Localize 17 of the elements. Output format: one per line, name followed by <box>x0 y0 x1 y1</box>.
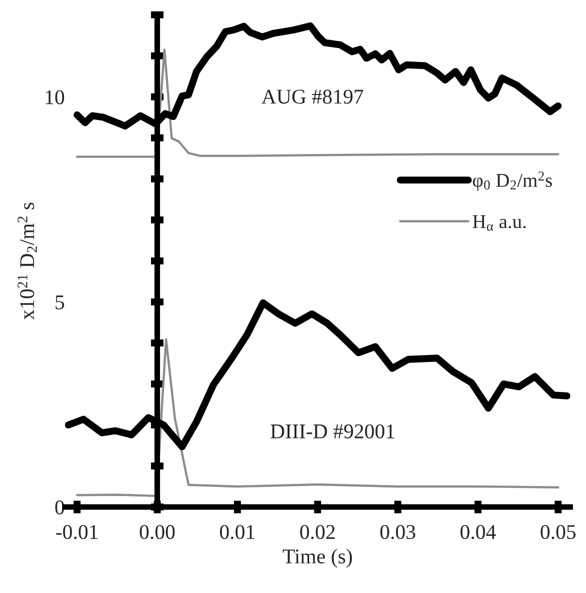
y-axis-title: x10$^{21}$ D$_{2}$/m$^{2}$ s <box>18 202 37 320</box>
legend-label: φ$_{0}$ D$_{2}$/m$^{2}$s <box>472 171 552 191</box>
legend-label: H$_{α}$ a.u. <box>472 215 526 231</box>
line-series <box>76 48 560 158</box>
x-axis-title: Time (s) <box>282 548 352 568</box>
x-tick-label: 0.04 <box>460 524 496 540</box>
annotation: DIII-D #92001 <box>270 424 394 438</box>
x-tick-label: 0.00 <box>140 524 175 540</box>
annotation: AUG #8197 <box>262 90 364 104</box>
x-tick-label: 0.02 <box>300 524 335 540</box>
x-tick-label: 0.05 <box>540 524 576 540</box>
x-tick-label: 0.03 <box>380 524 416 540</box>
line-series <box>76 338 560 498</box>
y-tick-label: 5 <box>56 296 64 310</box>
x-tick-label: 0.01 <box>220 524 254 540</box>
y-tick-label: 10 <box>46 90 64 104</box>
x-tick-label: -0.01 <box>56 524 98 540</box>
